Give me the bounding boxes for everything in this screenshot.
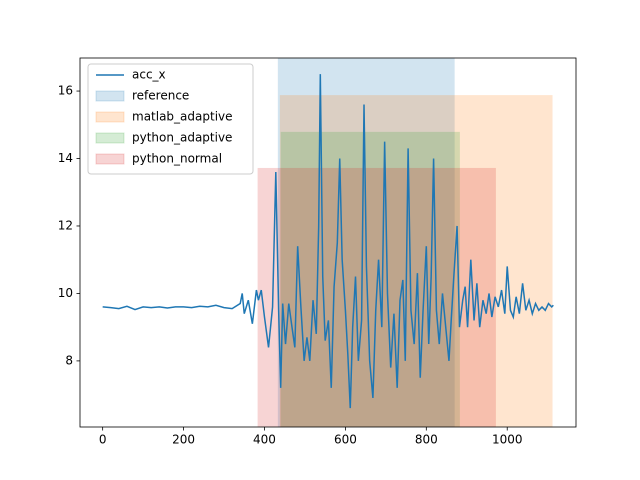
- legend-patch: [95, 132, 125, 144]
- x-tick-label: 600: [334, 433, 357, 447]
- y-tick-label: 14: [58, 151, 73, 165]
- legend-patch: [95, 111, 125, 123]
- legend-label: acc_x: [132, 68, 166, 82]
- legend: acc_x reference matlab_adaptive python_adap…: [87, 63, 254, 175]
- axes-frame: [79, 57, 577, 428]
- x-tick-label: 1000: [492, 433, 523, 447]
- legend-label: python_normal: [132, 152, 222, 166]
- x-tick-label: 0: [99, 433, 107, 447]
- legend-label: reference: [132, 89, 189, 103]
- y-tick-label: 12: [58, 218, 73, 232]
- data-line: [102, 74, 554, 409]
- x-tick-label: 800: [415, 433, 438, 447]
- span: [279, 95, 553, 427]
- legend-patch: [95, 153, 125, 165]
- y-tick-label: 16: [58, 84, 73, 98]
- span: [280, 131, 460, 427]
- x-tick-label: 200: [172, 433, 195, 447]
- legend-label: python_adaptive: [132, 131, 232, 145]
- legend-patch: [95, 90, 125, 102]
- y-tick-label: 8: [65, 353, 73, 367]
- legend-label: matlab_adaptive: [132, 110, 233, 124]
- legend-box: [87, 63, 254, 175]
- x-tick-label: 400: [253, 433, 276, 447]
- y-tick-label: 10: [58, 286, 73, 300]
